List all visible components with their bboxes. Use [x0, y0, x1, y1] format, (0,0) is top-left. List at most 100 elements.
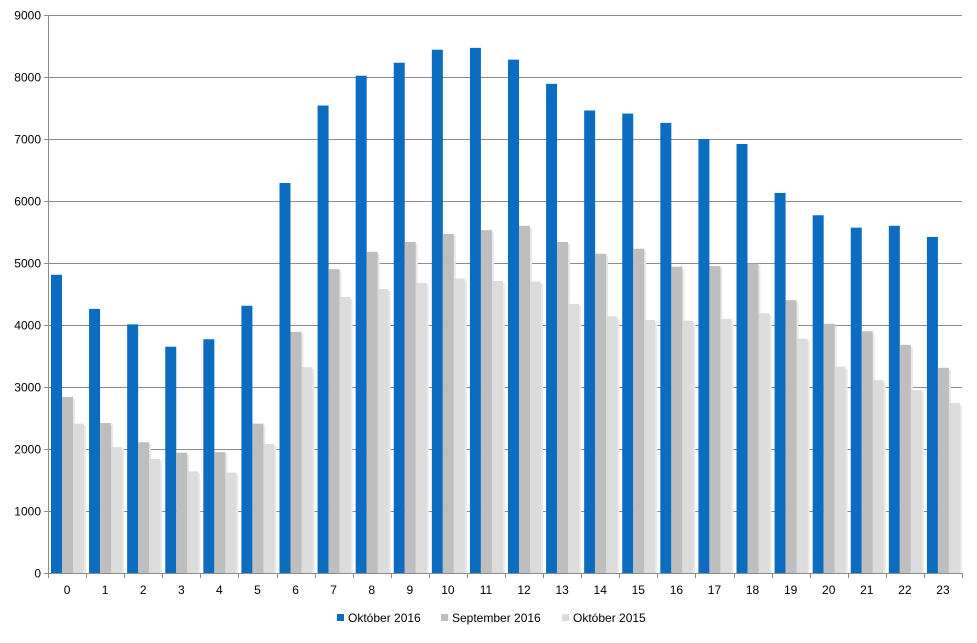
- bar-1-15: [633, 248, 645, 574]
- x-tick-label: 1: [102, 583, 109, 597]
- bar-1-16: [671, 266, 683, 573]
- x-tick-label: 21: [860, 583, 874, 597]
- bar-0-4: [203, 339, 215, 573]
- bar-0-13: [546, 83, 558, 573]
- bar-2-12: [530, 281, 541, 573]
- bar-1-12: [519, 225, 530, 574]
- x-tick-label: 5: [254, 583, 261, 597]
- bar-1-5: [252, 423, 264, 573]
- x-tick-label: 19: [784, 583, 798, 597]
- bar-2-22: [910, 390, 922, 573]
- legend-swatch: [441, 614, 448, 621]
- bar-0-10: [431, 49, 443, 574]
- y-tick-label: 1000: [14, 505, 41, 519]
- y-tick-label: 9000: [14, 9, 41, 23]
- bar-1-8: [366, 251, 378, 573]
- y-tick-label: 2000: [14, 443, 41, 457]
- bar-0-1: [89, 308, 101, 573]
- x-tick-label: 14: [594, 583, 608, 597]
- x-tick-label: 6: [292, 583, 299, 597]
- bar-0-22: [888, 225, 900, 574]
- bar-1-17: [709, 266, 721, 573]
- bar-1-4: [214, 452, 226, 573]
- bar-2-20: [834, 366, 846, 573]
- bar-2-8: [377, 289, 389, 573]
- bar-0-7: [317, 105, 329, 574]
- x-tick-label: 10: [441, 583, 455, 597]
- bar-0-8: [355, 75, 367, 573]
- x-tick-label: 18: [746, 583, 760, 597]
- x-tick-label: 3: [178, 583, 185, 597]
- x-tick-label: 2: [140, 583, 147, 597]
- y-axis-ticks: 0 1000 2000 3000 4000 5000 6000 7000 8000 9000: [14, 9, 49, 581]
- bar-2-19: [796, 338, 808, 573]
- legend: Október 2016 September 2016 Október 2015: [337, 611, 646, 625]
- bar-1-7: [328, 269, 340, 573]
- x-tick-label: 15: [632, 583, 646, 597]
- bar-0-11: [469, 47, 481, 574]
- x-tick-label: 13: [555, 583, 569, 597]
- bar-2-11: [491, 280, 503, 573]
- bar-2-23: [948, 403, 960, 573]
- x-tick-label: 17: [708, 583, 722, 597]
- bar-1-11: [480, 230, 492, 573]
- y-tick-label: 4000: [14, 319, 41, 333]
- y-tick-label: 7000: [14, 133, 41, 147]
- bar-0-23: [926, 236, 938, 573]
- x-tick-label: 22: [898, 583, 912, 597]
- bar-2-7: [339, 297, 351, 573]
- x-tick-label: 23: [936, 583, 950, 597]
- bar-1-9: [404, 241, 416, 574]
- x-tick-label: 16: [670, 583, 684, 597]
- x-tick-label: 4: [216, 583, 223, 597]
- bar-2-4: [225, 472, 237, 573]
- x-axis: 0 1 2 3 4 5 6 7 8 9 10 11 12 13 14 15 16 17 18 19 20 21 22 23: [48, 573, 963, 597]
- x-tick-label: 7: [330, 583, 337, 597]
- bar-2-21: [872, 380, 884, 573]
- y-tick-label: 5000: [14, 257, 41, 271]
- bar-0-17: [698, 139, 710, 573]
- y-tick-label: 0: [34, 567, 41, 581]
- y-tick-label: 3000: [14, 381, 41, 395]
- gridlines: [48, 15, 962, 574]
- legend-label: September 2016: [452, 611, 541, 625]
- legend-label: Október 2015: [573, 611, 646, 625]
- bar-0-2: [127, 324, 139, 573]
- bar-1-13: [557, 241, 569, 574]
- bar-0-14: [584, 110, 596, 573]
- bar-2-3: [187, 471, 199, 573]
- bar-0-5: [241, 305, 253, 573]
- bar-0-6: [279, 183, 291, 573]
- bars: [51, 47, 962, 574]
- bar-1-2: [138, 442, 150, 573]
- x-tick-label: 12: [517, 583, 531, 597]
- bar-0-12: [508, 59, 519, 573]
- bar-2-18: [758, 313, 770, 573]
- bar-1-22: [899, 344, 911, 573]
- bar-0-20: [812, 215, 824, 573]
- bar-0-3: [165, 346, 177, 573]
- bar-1-19: [785, 300, 797, 573]
- bar-2-5: [263, 444, 275, 573]
- x-tick-label: 11: [480, 583, 493, 597]
- bar-2-15: [644, 320, 656, 573]
- bar-2-1: [111, 447, 123, 573]
- x-tick-label: 9: [406, 583, 413, 597]
- legend-swatch: [337, 614, 344, 621]
- bar-2-10: [453, 278, 465, 573]
- bar-1-20: [823, 323, 835, 573]
- bar-0-18: [736, 143, 748, 573]
- bar-1-6: [290, 331, 302, 573]
- bar-1-0: [62, 396, 73, 573]
- bar-1-23: [937, 367, 949, 573]
- bar-1-1: [100, 422, 112, 573]
- bar-1-14: [595, 253, 607, 573]
- legend-label: Október 2016: [348, 611, 421, 625]
- bar-2-16: [682, 320, 694, 573]
- bar-2-17: [720, 318, 732, 573]
- bar-0-16: [660, 122, 672, 573]
- x-tick-label: 8: [368, 583, 375, 597]
- bar-1-18: [747, 263, 759, 573]
